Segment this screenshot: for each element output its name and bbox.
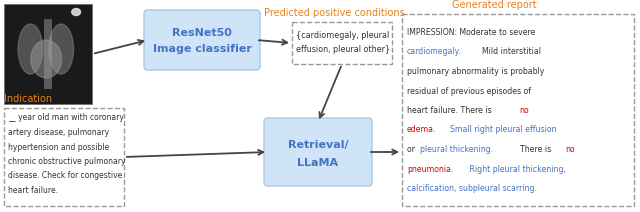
Text: effusion, pleural other}: effusion, pleural other} xyxy=(296,46,390,54)
Ellipse shape xyxy=(49,24,74,74)
Text: pleural thickening.: pleural thickening. xyxy=(420,145,493,154)
Text: {cardiomegaly, pleural: {cardiomegaly, pleural xyxy=(296,32,389,40)
Text: heart failure.: heart failure. xyxy=(8,186,58,195)
Polygon shape xyxy=(44,19,52,89)
Text: Right pleural thickening,: Right pleural thickening, xyxy=(467,165,566,173)
Text: Small right pleural effusion: Small right pleural effusion xyxy=(445,126,557,134)
Ellipse shape xyxy=(18,24,43,74)
Text: edema.: edema. xyxy=(407,126,436,134)
Ellipse shape xyxy=(72,8,81,15)
Text: ResNet50: ResNet50 xyxy=(172,28,232,38)
Text: pneumonia.: pneumonia. xyxy=(407,165,454,173)
Text: __ year old man with coronary: __ year old man with coronary xyxy=(8,113,124,123)
Polygon shape xyxy=(4,4,92,104)
Text: hypertension and possible: hypertension and possible xyxy=(8,142,109,152)
Text: LLaMA: LLaMA xyxy=(298,158,339,168)
Text: artery disease, pulmonary: artery disease, pulmonary xyxy=(8,128,109,137)
Text: pulmonary abnormality is probably: pulmonary abnormality is probably xyxy=(407,67,545,76)
Text: calcification, subpleural scarring.: calcification, subpleural scarring. xyxy=(407,184,537,193)
Text: Image classifier: Image classifier xyxy=(152,44,252,54)
Text: heart failure. There is: heart failure. There is xyxy=(407,106,494,115)
Text: no: no xyxy=(565,145,575,154)
Text: Generated report: Generated report xyxy=(452,0,536,10)
FancyBboxPatch shape xyxy=(264,118,372,186)
Text: chronic obstructive pulmonary: chronic obstructive pulmonary xyxy=(8,157,125,166)
Text: IMPRESSION: Moderate to severe: IMPRESSION: Moderate to severe xyxy=(407,28,536,37)
Text: There is: There is xyxy=(515,145,554,154)
Text: cardiomegaly.: cardiomegaly. xyxy=(407,47,461,57)
Text: Predicted positive conditions: Predicted positive conditions xyxy=(264,8,404,18)
Text: disease. Check for congestive: disease. Check for congestive xyxy=(8,172,122,180)
Text: Indication: Indication xyxy=(4,94,52,104)
Text: residual of previous episodes of: residual of previous episodes of xyxy=(407,86,531,95)
Ellipse shape xyxy=(31,40,61,78)
Text: Mild interstitial: Mild interstitial xyxy=(477,47,541,57)
FancyBboxPatch shape xyxy=(144,10,260,70)
Text: no: no xyxy=(520,106,529,115)
Text: or: or xyxy=(407,145,417,154)
Text: Retrieval/: Retrieval/ xyxy=(288,140,348,150)
